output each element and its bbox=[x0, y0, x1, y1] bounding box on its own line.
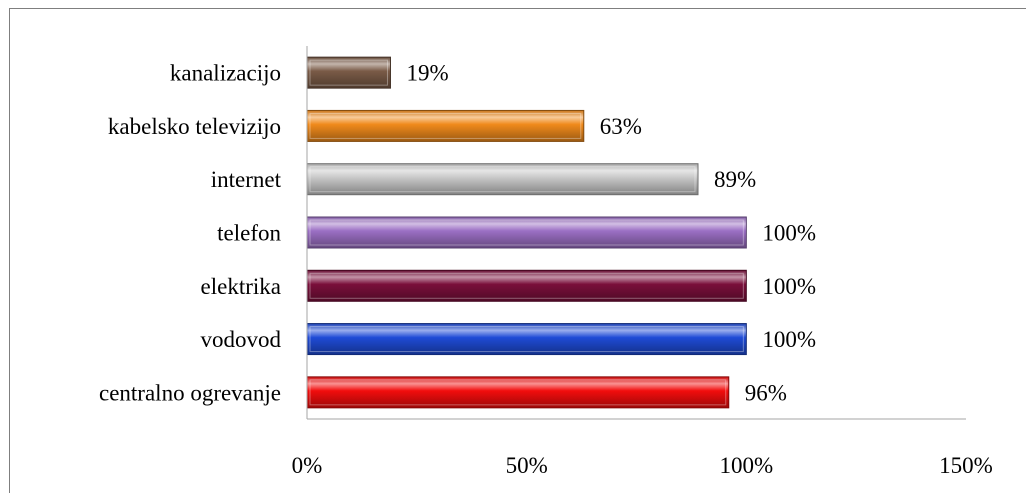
category-label: kanalizacijo bbox=[170, 61, 281, 86]
x-axis: 0% 50% 100% 150% bbox=[292, 46, 993, 478]
x-tick-label: 0% bbox=[292, 453, 323, 478]
bar-kabelsko-televizijo bbox=[306, 109, 585, 142]
value-label: 100% bbox=[762, 327, 816, 352]
category-label: internet bbox=[211, 167, 282, 192]
x-tick-label: 150% bbox=[939, 453, 993, 478]
value-label: 100% bbox=[762, 221, 816, 246]
bar-vodovod bbox=[306, 323, 747, 356]
value-label: 100% bbox=[762, 274, 816, 299]
bar-highlight bbox=[309, 272, 744, 299]
x-tick-label: 50% bbox=[506, 453, 548, 478]
value-label: 63% bbox=[600, 114, 642, 139]
bar-internet bbox=[306, 163, 699, 196]
value-label: 89% bbox=[714, 167, 756, 192]
bars-group bbox=[306, 56, 747, 409]
x-tick-label: 100% bbox=[719, 453, 773, 478]
bar-elektrika bbox=[306, 269, 747, 302]
value-labels: 19% 63% 89% 100% 100% 100% 96% bbox=[406, 61, 816, 406]
bar-highlight bbox=[309, 326, 744, 353]
category-label: vodovod bbox=[201, 327, 282, 352]
bar-kanalizacijo bbox=[306, 56, 391, 89]
value-label: 19% bbox=[406, 61, 448, 86]
bar-highlight bbox=[309, 219, 744, 246]
value-label: 96% bbox=[745, 380, 787, 405]
category-label: centralno ogrevanje bbox=[99, 380, 281, 405]
category-labels: kanalizacijo kabelsko televizijo internet t… bbox=[99, 61, 282, 406]
bar-highlight bbox=[309, 112, 582, 139]
bar-telefon bbox=[306, 216, 747, 249]
chart-frame bbox=[9, 8, 1026, 493]
bar-highlight bbox=[309, 379, 727, 406]
bar-centralno-ogrevanje bbox=[306, 376, 730, 409]
category-label: telefon bbox=[217, 221, 281, 246]
category-label: kabelsko televizijo bbox=[108, 114, 281, 139]
bar-highlight bbox=[309, 166, 696, 193]
category-label: elektrika bbox=[201, 274, 281, 299]
bar-highlight bbox=[309, 59, 388, 86]
